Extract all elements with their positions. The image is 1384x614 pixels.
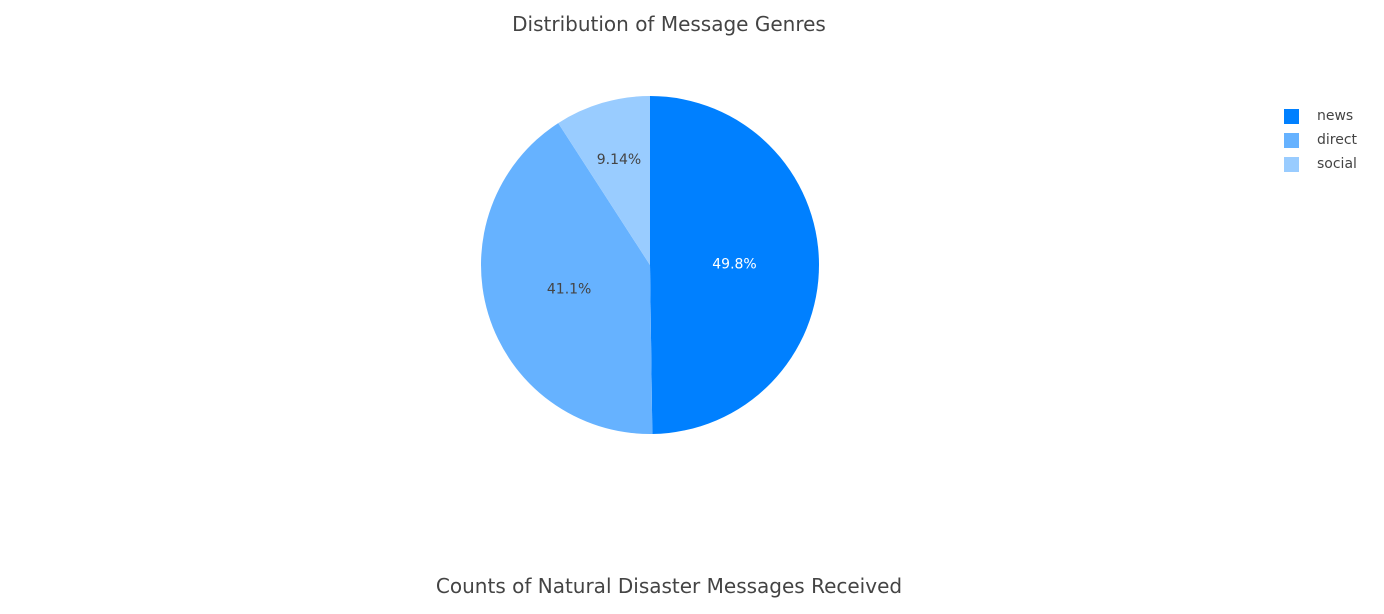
legend-label-direct: direct bbox=[1317, 132, 1358, 148]
pie-label-social: 9.14% bbox=[597, 152, 641, 168]
legend-swatch-direct bbox=[1284, 132, 1299, 148]
pie-slice-direct[interactable] bbox=[480, 123, 653, 435]
genre-chart-title: Distribution of Message Genres bbox=[512, 12, 826, 36]
legend-item-direct[interactable]: direct bbox=[1284, 128, 1357, 152]
pie-label-news: 49.8% bbox=[712, 256, 756, 272]
legend-item-social[interactable]: social bbox=[1284, 152, 1357, 176]
counts-chart-title: Counts of Natural Disaster Messages Rece… bbox=[435, 574, 903, 598]
legend-label-social: social bbox=[1317, 156, 1357, 172]
legend-label-news: news bbox=[1317, 108, 1354, 124]
legend-swatch-news bbox=[1284, 108, 1299, 124]
legend-swatch-social bbox=[1284, 156, 1299, 172]
pie-label-direct: 41.1% bbox=[547, 281, 591, 297]
genre-pie-chart[interactable]: 49.8% 41.1% 9.14% bbox=[0, 0, 1384, 560]
genre-legend: news direct social bbox=[1284, 104, 1357, 176]
legend-item-news[interactable]: news bbox=[1284, 104, 1357, 128]
pie-slice-news[interactable] bbox=[650, 96, 820, 434]
pie-slice-social[interactable] bbox=[558, 96, 650, 265]
